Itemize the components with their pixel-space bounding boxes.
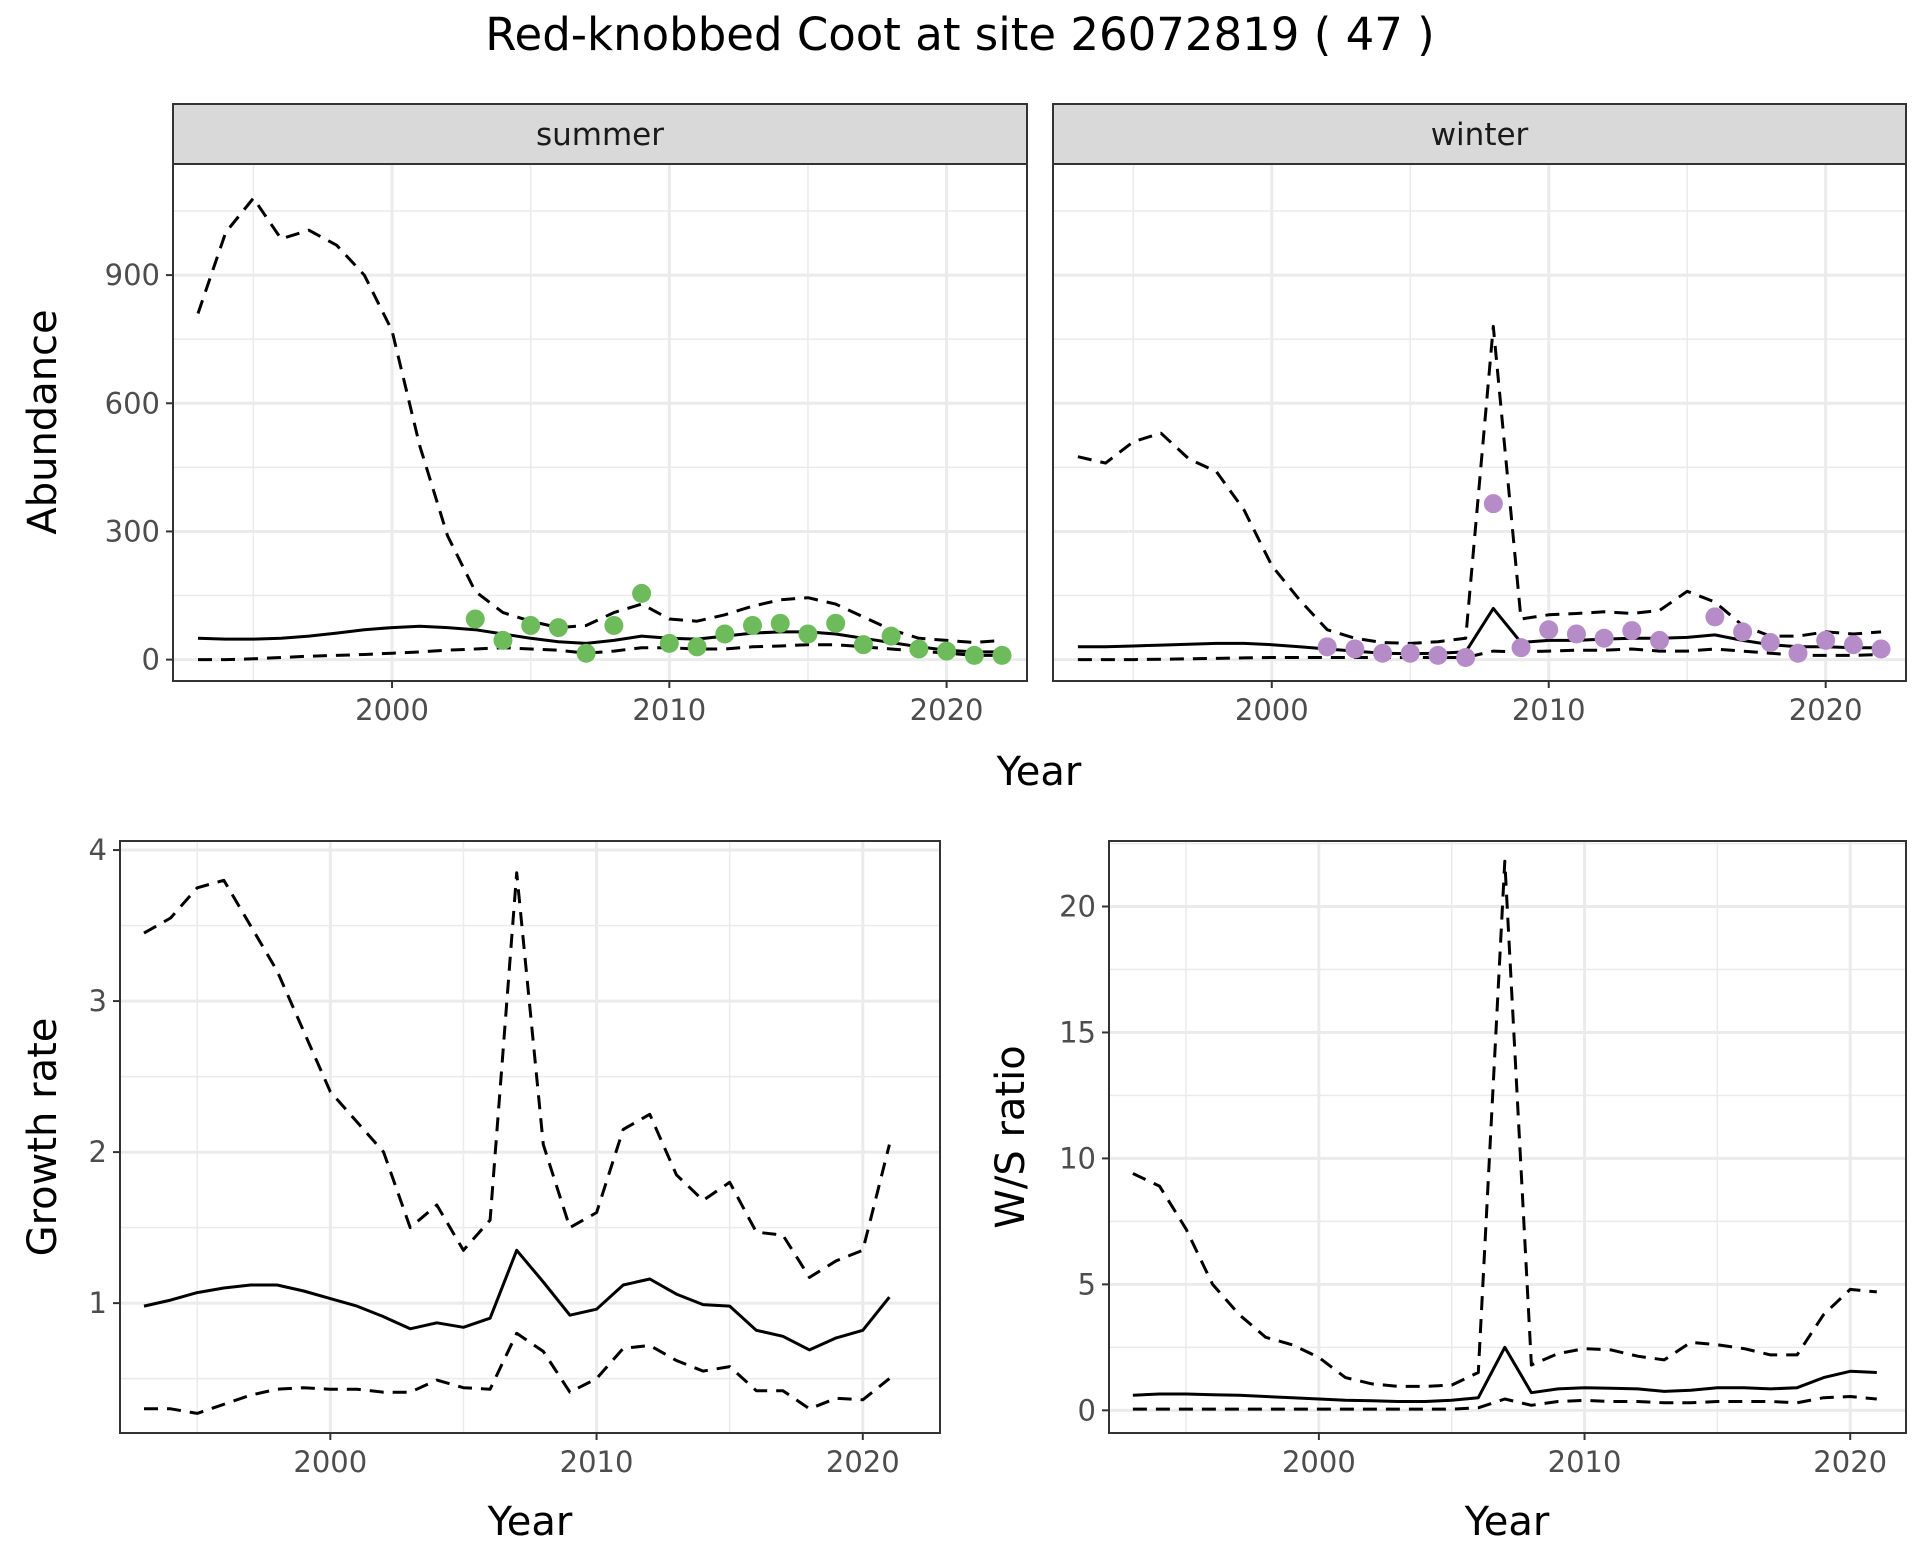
panel-border bbox=[1052, 163, 1907, 682]
observation-point bbox=[715, 624, 735, 644]
y-axis-title: Abundance bbox=[20, 309, 66, 534]
y-axis-title: Growth rate bbox=[20, 1018, 66, 1257]
lower-bound-line bbox=[198, 643, 1002, 662]
observation-point bbox=[1760, 633, 1780, 653]
observation-point bbox=[1400, 643, 1420, 663]
observation-point bbox=[687, 637, 707, 657]
observation-point bbox=[1843, 635, 1863, 655]
observation-point bbox=[992, 645, 1012, 665]
upper-bound-line bbox=[1132, 859, 1877, 1388]
observation-point bbox=[1428, 645, 1448, 665]
y-tick-label: 300 bbox=[105, 514, 160, 548]
facet-strip bbox=[172, 103, 1028, 165]
x-axis-title: Year bbox=[1464, 1499, 1550, 1545]
upper-bound-line bbox=[196, 196, 1003, 644]
observation-point bbox=[1345, 639, 1365, 659]
y-tick-label: 0 bbox=[142, 643, 160, 677]
observation-point bbox=[826, 613, 846, 633]
facet-strip-label: winter bbox=[1431, 117, 1529, 153]
x-tick-label: 2020 bbox=[910, 693, 984, 727]
y-tick-label: 600 bbox=[105, 386, 160, 420]
observation-point bbox=[1566, 624, 1586, 644]
observation-point bbox=[743, 615, 762, 635]
ws-ratio-chart: 2000 2010 2020 0 5 10 15 20 Year W/S ratio bbox=[988, 840, 1907, 1545]
observation-point bbox=[881, 626, 901, 646]
median-line bbox=[1077, 606, 1882, 656]
upper-bound-line bbox=[143, 871, 891, 1279]
x-tick-label: 2020 bbox=[826, 1445, 900, 1479]
panel-border bbox=[172, 163, 1028, 682]
x-axis-title: Year bbox=[996, 749, 1082, 795]
observation-point bbox=[964, 645, 984, 665]
observation-point bbox=[521, 615, 541, 635]
x-tick-label: 2010 bbox=[632, 693, 706, 727]
observation-point bbox=[1373, 643, 1393, 663]
observation-point bbox=[576, 643, 596, 663]
observation-point bbox=[1733, 622, 1753, 642]
x-tick-label: 2020 bbox=[1813, 1445, 1887, 1479]
lower-bound-line bbox=[144, 1331, 891, 1415]
facet-strip bbox=[1052, 103, 1907, 165]
observation-point bbox=[604, 615, 624, 635]
observation-point bbox=[1705, 607, 1725, 627]
x-tick-label: 2000 bbox=[1282, 1445, 1356, 1479]
observation-point bbox=[1622, 621, 1642, 641]
observation-point bbox=[1788, 643, 1808, 663]
x-axis-title: Year bbox=[487, 1499, 573, 1545]
median-line bbox=[197, 624, 1002, 654]
y-axis-title: W/S ratio bbox=[988, 1045, 1034, 1228]
observation-point bbox=[1594, 628, 1614, 648]
observation-point bbox=[1871, 639, 1891, 659]
x-tick-label: 2010 bbox=[1548, 1445, 1622, 1479]
x-tick-label: 2000 bbox=[355, 693, 429, 727]
observation-point bbox=[548, 618, 568, 638]
observation-point bbox=[493, 630, 513, 650]
observation-point bbox=[770, 613, 790, 633]
y-tick-label: 15 bbox=[1059, 1015, 1096, 1049]
observation-point bbox=[798, 624, 818, 644]
observation-point bbox=[632, 583, 652, 603]
growth-rate-chart: 2000 2010 2020 1 2 3 4 Year Growth rate bbox=[20, 833, 941, 1545]
observation-point bbox=[1539, 620, 1559, 640]
x-tick-label: 2020 bbox=[1789, 693, 1863, 727]
observation-point bbox=[659, 633, 679, 653]
median-line bbox=[1132, 1345, 1877, 1403]
observation-point bbox=[853, 635, 873, 655]
lower-bound-line bbox=[1132, 1395, 1877, 1411]
y-tick-label: 1 bbox=[89, 1286, 107, 1320]
y-tick-label: 0 bbox=[1078, 1393, 1096, 1427]
panel-border bbox=[1108, 840, 1907, 1434]
observation-point bbox=[465, 609, 485, 629]
observation-point bbox=[909, 639, 929, 659]
lower-bound-line bbox=[1077, 647, 1882, 662]
x-tick-label: 2000 bbox=[1235, 693, 1309, 727]
observation-point bbox=[1816, 630, 1836, 650]
x-tick-label: 2010 bbox=[560, 1445, 634, 1479]
observation-point bbox=[1317, 637, 1337, 657]
observation-point bbox=[937, 641, 957, 661]
y-tick-label: 900 bbox=[105, 258, 160, 292]
observation-point bbox=[1650, 630, 1670, 650]
y-tick-label: 10 bbox=[1059, 1141, 1096, 1175]
y-tick-label: 2 bbox=[89, 1135, 107, 1169]
x-tick-label: 2010 bbox=[1512, 693, 1586, 727]
x-tick-label: 2000 bbox=[293, 1445, 367, 1479]
figure-title: Red-knobbed Coot at site 26072819 ( 47 ) bbox=[485, 8, 1435, 61]
facet-strip-label: summer bbox=[536, 117, 664, 153]
y-tick-label: 4 bbox=[89, 833, 107, 867]
y-tick-label: 3 bbox=[89, 984, 107, 1018]
observation-point bbox=[1511, 638, 1531, 658]
observation-point bbox=[1456, 648, 1476, 667]
y-tick-label: 5 bbox=[1078, 1267, 1096, 1301]
y-tick-label: 20 bbox=[1059, 889, 1096, 923]
median-line bbox=[143, 1248, 891, 1352]
observation-point bbox=[1483, 494, 1503, 514]
panel-border bbox=[119, 840, 941, 1434]
abundance-chart: summer 2000 2010 2020 0 300 600 900 winter 2000 20… bbox=[20, 103, 1907, 795]
